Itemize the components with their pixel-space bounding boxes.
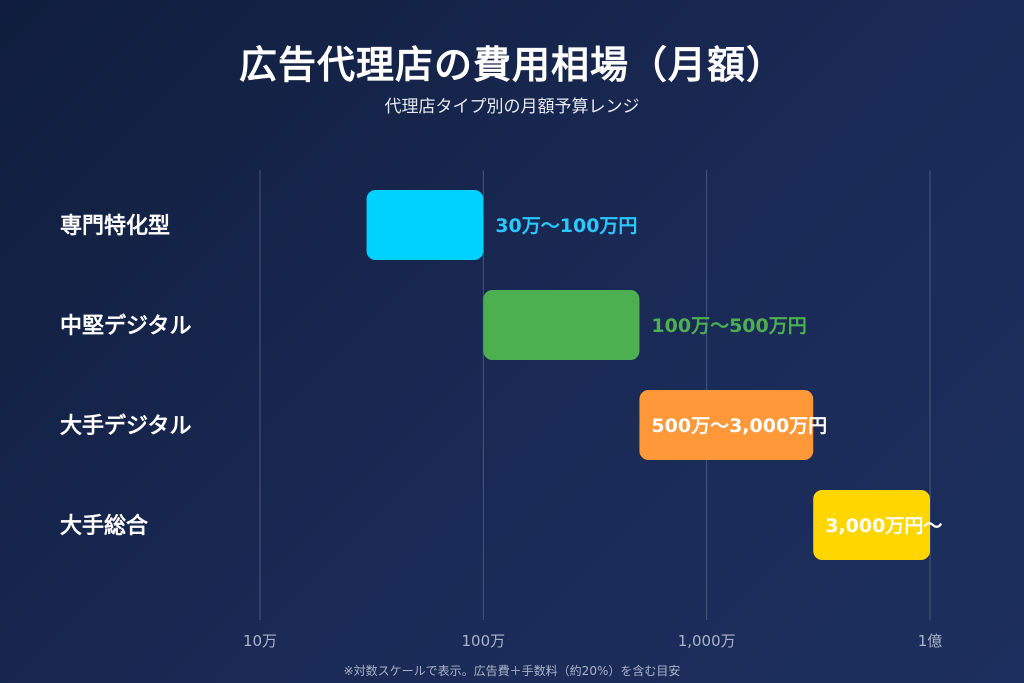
x-tick-label: 1億 xyxy=(918,632,943,650)
chart-title: 広告代理店の費用相場（月額） xyxy=(238,43,785,87)
category-label: 大手総合 xyxy=(60,513,149,539)
range-bar xyxy=(366,190,484,260)
category-label: 大手デジタル xyxy=(60,413,192,439)
x-tick-label: 100万 xyxy=(462,632,506,650)
category-label: 専門特化型 xyxy=(60,213,170,239)
range-label: 30万〜100万円 xyxy=(495,215,637,237)
range-bar xyxy=(483,290,640,360)
range-label: 500万〜3,000万円 xyxy=(651,415,827,437)
chart-footnote: ※対数スケールで表示。広告費＋手数料（約20%）を含む目安 xyxy=(343,664,681,678)
range-bar xyxy=(813,490,930,560)
range-label: 3,000万円〜 xyxy=(825,515,942,537)
category-label: 中堅デジタル xyxy=(60,313,192,339)
range-label: 100万〜500万円 xyxy=(651,315,806,337)
x-tick-label: 10万 xyxy=(243,632,277,650)
chart-subtitle: 代理店タイプ別の月額予算レンジ xyxy=(384,97,640,117)
x-tick-label: 1,000万 xyxy=(678,632,736,650)
range-bar xyxy=(639,390,814,460)
